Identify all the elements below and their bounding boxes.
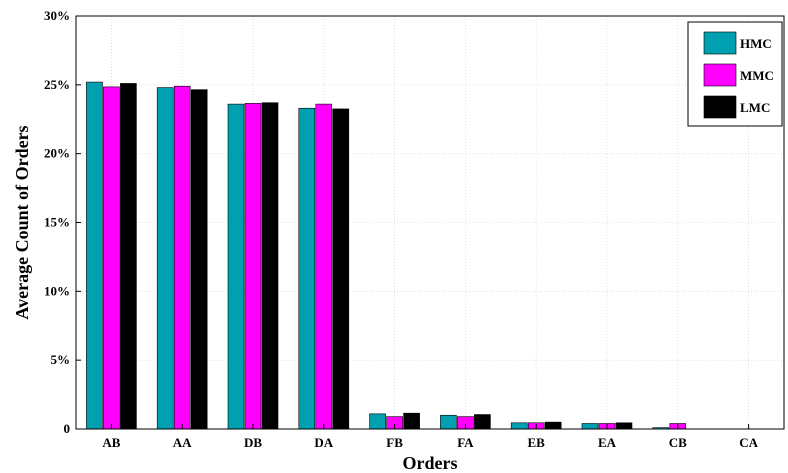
- x-tick-label: CA: [739, 435, 758, 450]
- bar-hmc-ab: [86, 81, 103, 430]
- bar-lmc-da: [332, 108, 350, 430]
- bar-mmc-ab: [103, 86, 120, 430]
- legend-label-lmc: LMC: [740, 100, 770, 115]
- bar-hmc-db: [227, 103, 245, 430]
- bars: [86, 81, 687, 430]
- legend-swatch-mmc: [703, 63, 737, 87]
- y-axis: 0 5% 10% 15% 20% 25% 30%: [44, 8, 81, 436]
- x-tick-label: DA: [314, 435, 333, 450]
- bar-hmc-ea: [581, 423, 599, 430]
- x-tick-label: EA: [598, 435, 617, 450]
- bar-mmc-aa: [173, 85, 191, 430]
- x-tick-label: FB: [386, 435, 403, 450]
- bar-hmc-aa: [156, 87, 174, 430]
- bar-lmc-aa: [190, 89, 208, 430]
- x-axis: AB AA DB DA FB FA EB EA CB CA: [102, 424, 759, 450]
- bar-hmc-fb: [369, 413, 386, 430]
- bar-mmc-db: [244, 103, 262, 430]
- legend-swatch-lmc: [703, 95, 737, 119]
- y-tick-label: 20%: [44, 146, 70, 161]
- y-tick-label: 0: [64, 421, 71, 436]
- bar-lmc-ab: [120, 83, 137, 430]
- bar-lmc-db: [261, 102, 279, 430]
- bar-lmc-fb: [403, 412, 420, 430]
- y-axis-title: Average Count of Orders: [12, 125, 32, 319]
- bar-lmc-fa: [474, 414, 491, 430]
- y-tick-label: 25%: [44, 77, 70, 92]
- bar-hmc-fa: [440, 414, 457, 430]
- legend-swatch-hmc: [703, 31, 737, 55]
- legend: HMC MMC LMC: [687, 21, 783, 127]
- y-tick-label: 30%: [44, 8, 70, 23]
- legend-label-mmc: MMC: [740, 68, 774, 83]
- legend-label-hmc: HMC: [740, 36, 772, 51]
- bar-lmc-ea: [615, 422, 633, 430]
- bar-mmc-da: [315, 103, 333, 430]
- x-tick-label: EB: [528, 435, 546, 450]
- bar-lmc-eb: [544, 421, 562, 430]
- bar-hmc-eb: [510, 422, 528, 430]
- y-tick-label: 5%: [51, 352, 71, 367]
- x-tick-label: FA: [457, 435, 474, 450]
- x-tick-label: AA: [173, 435, 192, 450]
- x-tick-label: AB: [102, 435, 120, 450]
- x-tick-label: DB: [244, 435, 262, 450]
- x-axis-title: Orders: [403, 453, 458, 473]
- y-tick-label: 15%: [44, 215, 70, 230]
- bar-hmc-da: [298, 107, 316, 430]
- x-tick-label: CB: [669, 435, 687, 450]
- y-tick-label: 10%: [44, 283, 70, 298]
